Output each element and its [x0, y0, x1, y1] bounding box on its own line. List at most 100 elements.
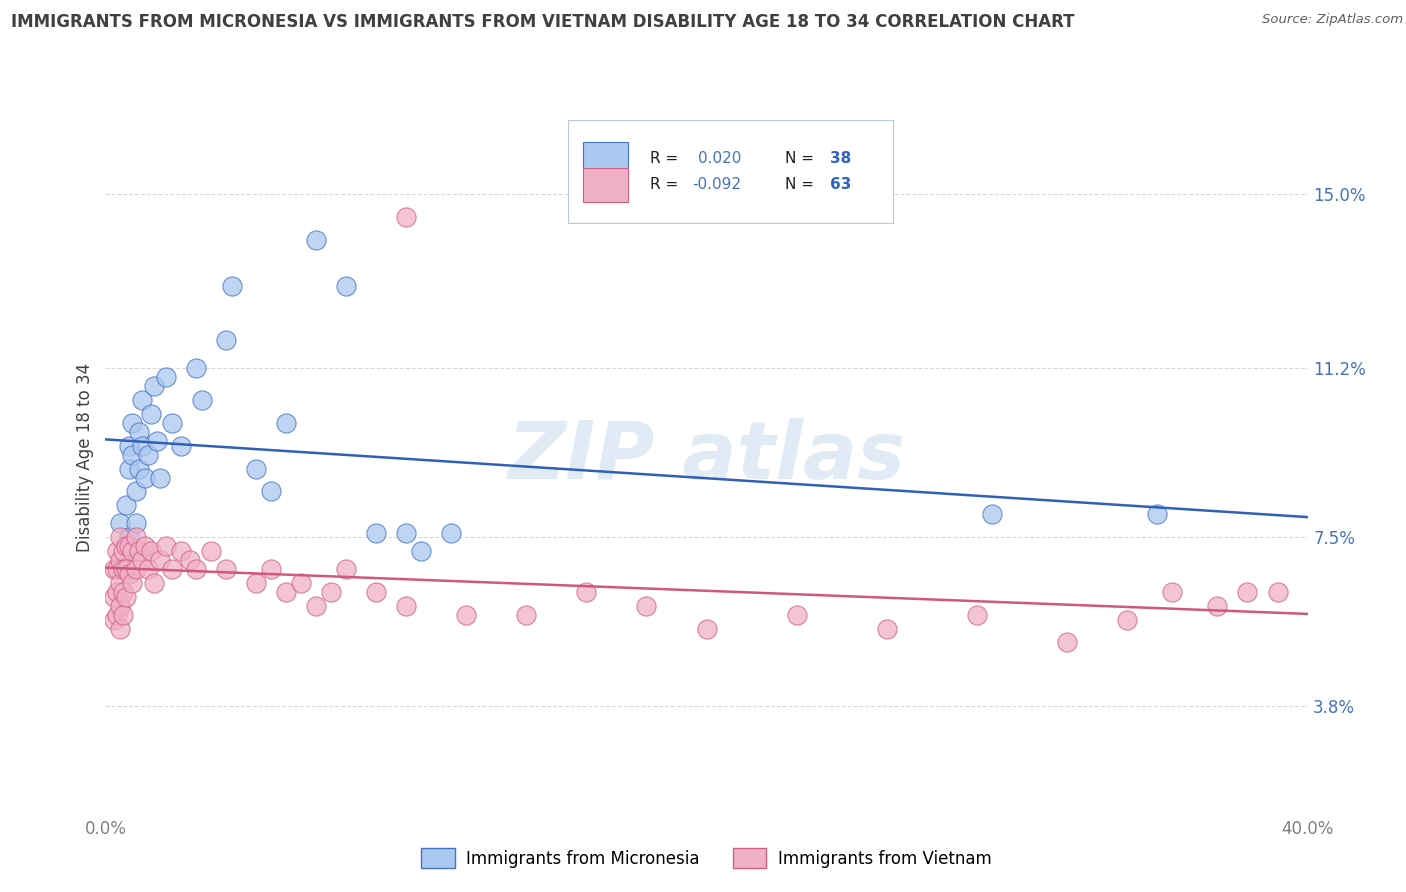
Point	[115, 540, 138, 554]
Point	[179, 553, 201, 567]
Point	[118, 439, 141, 453]
Point	[118, 566, 141, 581]
Point	[107, 607, 129, 622]
Point	[110, 516, 132, 531]
Point	[103, 613, 125, 627]
Text: IMMIGRANTS FROM MICRONESIA VS IMMIGRANTS FROM VIETNAM DISABILITY AGE 18 TO 34 CO: IMMIGRANTS FROM MICRONESIA VS IMMIGRANTS…	[11, 13, 1074, 31]
Text: 63: 63	[831, 178, 852, 193]
Point	[136, 448, 159, 462]
Bar	[582, 168, 628, 202]
FancyBboxPatch shape	[568, 120, 893, 223]
Point	[134, 471, 156, 485]
Point	[184, 360, 207, 375]
Point	[305, 233, 328, 247]
Point	[112, 585, 135, 599]
Point	[131, 392, 153, 407]
Point	[1116, 613, 1139, 627]
Point	[440, 525, 463, 540]
Point	[1206, 599, 1229, 613]
Text: Source: ZipAtlas.com: Source: ZipAtlas.com	[1263, 13, 1403, 27]
Point	[131, 439, 153, 453]
Point	[1056, 635, 1078, 649]
Point	[319, 585, 342, 599]
Point	[115, 590, 138, 604]
Point	[395, 525, 418, 540]
Point	[696, 622, 718, 636]
Point	[124, 562, 146, 576]
Point	[115, 498, 138, 512]
Point	[200, 544, 222, 558]
Bar	[582, 142, 628, 176]
Point	[110, 530, 132, 544]
Point	[981, 508, 1004, 522]
Point	[131, 553, 153, 567]
Point	[107, 544, 129, 558]
Point	[260, 562, 283, 576]
Point	[409, 544, 432, 558]
Point	[103, 590, 125, 604]
Point	[1267, 585, 1289, 599]
Point	[112, 562, 135, 576]
Point	[245, 461, 267, 475]
Text: 38: 38	[831, 151, 852, 166]
Point	[128, 461, 150, 475]
Point	[128, 425, 150, 439]
Point	[190, 392, 212, 407]
Text: -0.092: -0.092	[692, 178, 741, 193]
Point	[148, 553, 170, 567]
Point	[335, 562, 357, 576]
Point	[142, 379, 165, 393]
Point	[118, 530, 141, 544]
Point	[335, 278, 357, 293]
Point	[112, 607, 135, 622]
Point	[110, 576, 132, 591]
Point	[1236, 585, 1258, 599]
Point	[169, 439, 191, 453]
Point	[155, 370, 177, 384]
Point	[121, 544, 143, 558]
Point	[155, 540, 177, 554]
Text: ZIP atlas: ZIP atlas	[508, 418, 905, 496]
Point	[124, 516, 146, 531]
Point	[786, 607, 808, 622]
Point	[160, 416, 183, 430]
Point	[124, 544, 146, 558]
Point	[107, 562, 129, 576]
Point	[121, 448, 143, 462]
Point	[515, 607, 537, 622]
Point	[966, 607, 988, 622]
Point	[290, 576, 312, 591]
Point	[364, 585, 387, 599]
Text: N =: N =	[785, 178, 814, 193]
Point	[876, 622, 898, 636]
Point	[160, 562, 183, 576]
Text: 0.020: 0.020	[699, 151, 741, 166]
Point	[221, 278, 243, 293]
Point	[145, 434, 167, 449]
Point	[395, 599, 418, 613]
Point	[128, 544, 150, 558]
Point	[139, 544, 162, 558]
Point	[107, 585, 129, 599]
Point	[103, 562, 125, 576]
Point	[214, 334, 236, 348]
Point	[274, 416, 297, 430]
Y-axis label: Disability Age 18 to 34: Disability Age 18 to 34	[76, 362, 94, 552]
Point	[110, 622, 132, 636]
Point	[169, 544, 191, 558]
Point	[260, 484, 283, 499]
Point	[454, 607, 477, 622]
Point	[274, 585, 297, 599]
Point	[636, 599, 658, 613]
Point	[136, 562, 159, 576]
Point	[214, 562, 236, 576]
Point	[124, 484, 146, 499]
Text: R =: R =	[650, 151, 683, 166]
Legend: Immigrants from Micronesia, Immigrants from Vietnam: Immigrants from Micronesia, Immigrants f…	[415, 842, 998, 874]
Point	[142, 576, 165, 591]
Point	[305, 599, 328, 613]
Point	[134, 540, 156, 554]
Point	[184, 562, 207, 576]
Point	[124, 530, 146, 544]
Point	[148, 471, 170, 485]
